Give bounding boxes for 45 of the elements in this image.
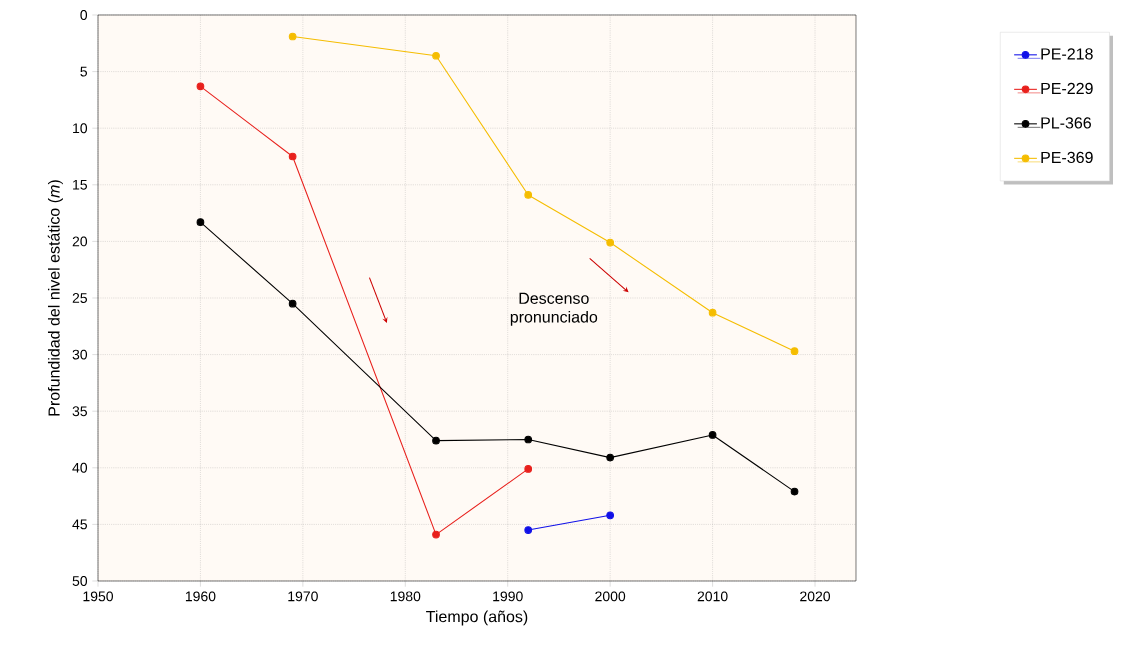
point (432, 51, 440, 60)
point (708, 431, 717, 439)
point (288, 32, 297, 41)
point (524, 526, 533, 534)
x-tick-label: 1950 (83, 591, 114, 602)
y-tick-label: 25 (72, 293, 88, 303)
x-tick-label: 1970 (288, 591, 318, 602)
y-tick-label: 10 (73, 123, 88, 134)
x-tick-label: 1980 (390, 591, 421, 602)
point (524, 191, 533, 199)
point (288, 152, 297, 161)
point (196, 218, 205, 227)
y-tick-label: 20 (72, 236, 88, 247)
y-tick-label: 50 (72, 576, 88, 586)
y-tick-label: 45 (72, 519, 88, 530)
x-tick-label: 1990 (493, 591, 523, 602)
x-tick-label: 2010 (697, 591, 728, 602)
point (708, 308, 717, 317)
point (288, 299, 297, 308)
y-tick-label: 30 (72, 349, 88, 360)
x-tick-label: 2020 (800, 591, 831, 602)
point (606, 238, 615, 247)
legend-label: PE-369 (1041, 151, 1093, 164)
legend-label: PE-229 (1041, 82, 1093, 95)
y-tick-label: 5 (80, 66, 88, 77)
point (432, 530, 440, 539)
y-tick-label: 0 (80, 10, 88, 20)
point (524, 435, 533, 444)
point (196, 82, 205, 91)
legend-label: PL-366 (1041, 117, 1091, 129)
point (432, 436, 440, 445)
legend-label: PE-218 (1041, 48, 1093, 60)
y-tick-label: 35 (72, 406, 88, 417)
point (790, 487, 799, 496)
y-tick-label: 15 (73, 179, 88, 190)
x-tick-label: 2000 (595, 591, 626, 602)
annotation: Descenso pronunciado (510, 292, 598, 326)
y-axis-title: Profundidad del nivel estático (m) (47, 180, 63, 416)
point (790, 347, 799, 356)
x-axis-title: Tiempo (años) (426, 610, 528, 626)
point (606, 511, 615, 520)
point (524, 465, 533, 473)
x-tick-label: 1960 (185, 591, 216, 602)
y-tick-label: 40 (72, 462, 88, 473)
point (606, 453, 615, 462)
